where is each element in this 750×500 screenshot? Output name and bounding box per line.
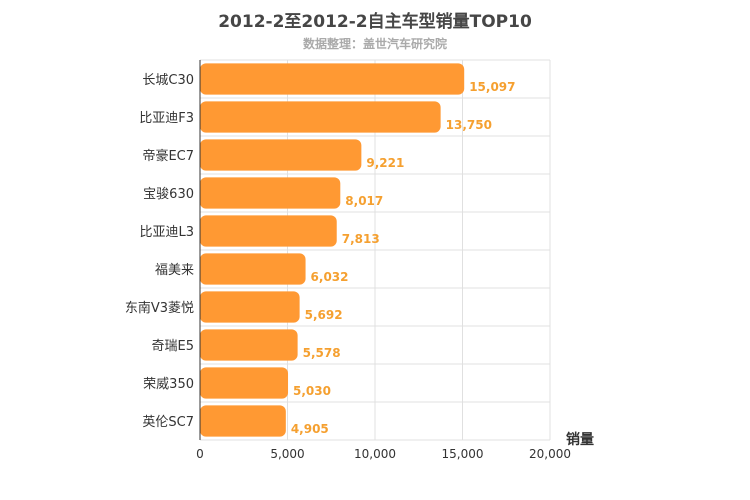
category-label: 福美来 (155, 263, 194, 278)
bar (200, 367, 289, 399)
bar (200, 291, 300, 323)
bar-value-label: 9,221 (366, 156, 404, 170)
x-tick-label: 20,000 (529, 447, 571, 461)
x-tick-label: 0 (196, 447, 204, 461)
bar-value-label: 8,017 (345, 194, 383, 208)
category-label: 英伦SC7 (142, 415, 194, 430)
bar-value-label: 13,750 (446, 118, 492, 132)
grid-lines (200, 59, 551, 441)
bar-value-label: 5,578 (303, 346, 341, 360)
bar (200, 329, 298, 361)
chart-title: 2012-2至2012-2自主车型销量TOP10 (218, 12, 532, 32)
chart-subtitle: 数据整理：盖世汽车研究院 (302, 37, 447, 51)
bar (200, 139, 362, 171)
bar-value-label: 15,097 (469, 80, 515, 94)
category-label: 奇瑞E5 (152, 338, 195, 354)
x-tick-labels: 0 5,000 10,000 15,000 20,000 (196, 447, 571, 461)
category-label: 荣威350 (143, 377, 194, 392)
bar (200, 177, 341, 209)
bar (200, 63, 465, 95)
bar-value-label: 5,030 (293, 384, 331, 398)
x-tick-label: 15,000 (442, 447, 484, 461)
category-label: 帝豪EC7 (142, 148, 194, 164)
bar-value-label: 6,032 (311, 270, 349, 284)
category-label: 东南V3菱悦 (125, 300, 194, 316)
category-label: 比亚迪F3 (139, 111, 194, 126)
bar (200, 405, 286, 437)
bar (200, 253, 306, 285)
bar (200, 215, 337, 247)
x-tick-label: 10,000 (354, 447, 396, 461)
x-axis-title: 销量 (566, 431, 594, 448)
bars (200, 63, 465, 437)
bar-value-label: 7,813 (342, 232, 380, 246)
category-label: 宝骏630 (143, 187, 194, 202)
x-tick-label: 5,000 (270, 447, 304, 461)
category-label: 长城C30 (142, 73, 194, 88)
bar-value-label: 4,905 (291, 422, 329, 436)
category-label: 比亚迪L3 (139, 225, 194, 240)
bar (200, 101, 441, 133)
bar-value-label: 5,692 (305, 308, 343, 322)
value-labels: 15,097 13,750 9,221 8,017 7,813 6,032 5,692 5,5… (291, 80, 516, 436)
